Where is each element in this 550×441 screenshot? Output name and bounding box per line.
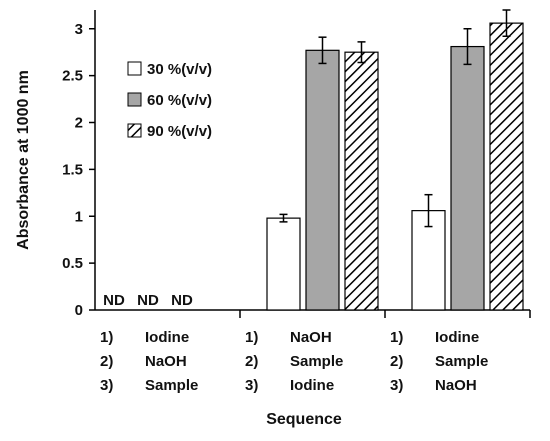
plot-area: 0 0.5 1 1.5 2 2.5 3 ND ND ND [62,9,531,319]
bar [344,51,379,311]
step-number: 3) [245,377,258,394]
step-number: 1) [245,329,258,346]
step-reagent: Sample [435,353,488,370]
step-reagent: Sample [145,377,198,394]
y-tick-label: 2 [75,115,83,132]
legend-swatch [127,92,142,107]
legend-label: 90 %(v/v) [147,123,212,140]
step-number: 1) [390,329,403,346]
y-axis-title: Absorbance at 1000 nm [15,70,32,250]
legend: 30 %(v/v) 60 %(v/v) 90 %(v/v) [127,61,212,140]
legend-label: 30 %(v/v) [147,61,212,78]
bar [305,49,340,311]
bar [489,22,524,311]
step-reagent: Iodine [290,377,334,394]
step-number: 3) [390,377,403,394]
step-reagent: NaOH [435,377,477,394]
step-number: 2) [390,353,403,370]
bar [266,217,301,311]
y-tick-label: 0 [75,302,83,319]
step-reagent: Iodine [435,329,479,346]
nd-annotation: ND [103,292,125,309]
x-axis-title: Sequence [266,411,342,428]
step-reagent: Iodine [145,329,189,346]
step-reagent: Sample [290,353,343,370]
step-number: 2) [245,353,258,370]
nd-annotation: ND [137,292,159,309]
step-reagent: NaOH [290,329,332,346]
step-number: 1) [100,329,113,346]
y-tick-label: 1 [75,208,83,225]
legend-swatch [127,61,142,76]
nd-annotation: ND [171,292,193,309]
step-reagent: NaOH [145,353,187,370]
legend-swatch [127,123,142,138]
y-tick-label: 3 [75,21,83,38]
step-number: 3) [100,377,113,394]
y-tick-label: 1.5 [62,161,83,178]
y-tick-label: 2.5 [62,68,83,85]
legend-label: 60 %(v/v) [147,92,212,109]
step-number: 2) [100,353,113,370]
y-tick-label: 0.5 [62,255,83,272]
category-labels: 1) Iodine 2) NaOH 3) Sample 1) NaOH 2) Sample 3) Io… [100,329,488,394]
bar [450,45,485,311]
